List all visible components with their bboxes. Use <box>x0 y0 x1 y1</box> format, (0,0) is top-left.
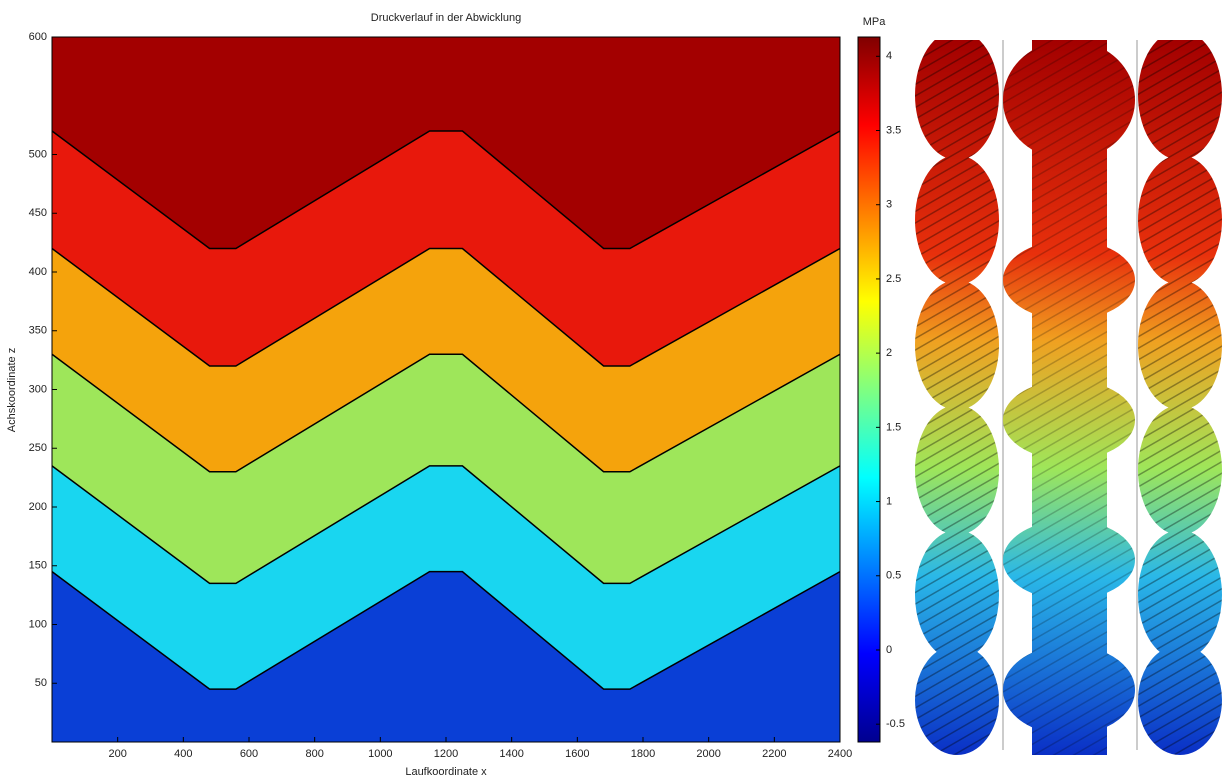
y-tick-label: 500 <box>29 148 47 160</box>
colorbar <box>858 37 880 742</box>
screw-images <box>915 40 1223 755</box>
x-axis-label: Laufkoordinate x <box>405 766 487 778</box>
colorbar-tick-label: 3.5 <box>886 124 901 136</box>
x-tick-label: 2400 <box>828 748 852 760</box>
y-tick-label: 450 <box>29 207 47 219</box>
y-tick-label: 200 <box>29 501 47 513</box>
screw-right <box>1138 40 1223 755</box>
y-tick-label: 600 <box>29 31 47 43</box>
y-tick-label: 150 <box>29 560 47 572</box>
x-tick-label: 200 <box>108 748 126 760</box>
colorbar-tick-label: 2 <box>886 347 892 359</box>
x-tick-label: 400 <box>174 748 192 760</box>
x-tick-label: 1600 <box>565 748 589 760</box>
chart-title: Druckverlauf in der Abwicklung <box>371 12 521 24</box>
x-tick-label: 1200 <box>434 748 458 760</box>
colorbar-tick-label: 3 <box>886 199 892 211</box>
colorbar-label: MPa <box>863 16 887 28</box>
colorbar-tick-label: 0.5 <box>886 570 901 582</box>
x-tick-label: 1800 <box>631 748 655 760</box>
y-tick-label: 400 <box>29 266 47 278</box>
colorbar-tick-label: 2.5 <box>886 273 901 285</box>
x-tick-label: 600 <box>240 748 258 760</box>
colorbar-tick-label: -0.5 <box>886 718 905 730</box>
y-tick-label: 300 <box>29 383 47 395</box>
x-tick-label: 1400 <box>499 748 523 760</box>
x-tick-label: 1000 <box>368 748 392 760</box>
colorbar-tick-label: 1.5 <box>886 421 901 433</box>
figure: Druckverlauf in der Abwicklung Laufkoord… <box>0 0 1223 783</box>
screw-middle <box>1003 40 1135 755</box>
y-tick-label: 250 <box>29 442 47 454</box>
y-tick-label: 350 <box>29 325 47 337</box>
colorbar-tick-label: 4 <box>886 50 892 62</box>
colorbar-tick-label: 1 <box>886 495 892 507</box>
y-axis-label: Achskoordinate z <box>6 348 18 432</box>
colorbar-tick-label: 0 <box>886 644 892 656</box>
screw-left <box>915 40 1000 755</box>
y-tick-label: 50 <box>35 677 47 689</box>
y-tick-label: 100 <box>29 618 47 630</box>
x-tick-label: 2000 <box>696 748 720 760</box>
x-tick-label: 2200 <box>762 748 786 760</box>
x-tick-label: 800 <box>305 748 323 760</box>
